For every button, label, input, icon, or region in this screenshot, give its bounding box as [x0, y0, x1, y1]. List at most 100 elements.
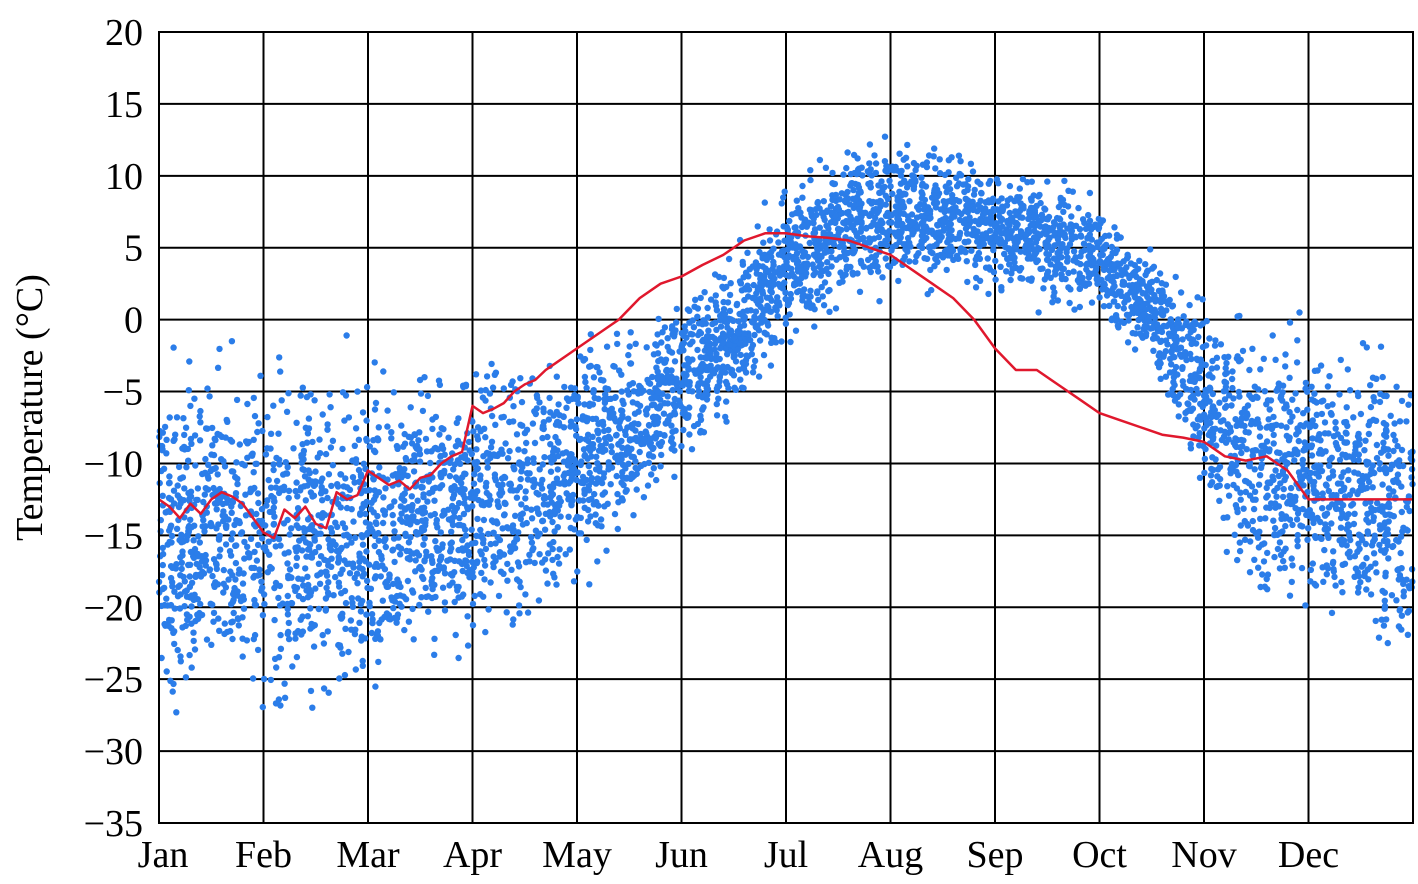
data-point — [228, 438, 236, 445]
data-point — [686, 404, 693, 411]
data-point — [380, 494, 387, 501]
data-point — [490, 518, 497, 526]
data-point — [201, 528, 208, 535]
data-point — [563, 404, 570, 411]
data-point — [1030, 255, 1038, 262]
data-point — [580, 497, 587, 504]
data-point — [1085, 269, 1092, 277]
data-point — [735, 329, 742, 337]
data-point — [505, 525, 512, 532]
data-point — [455, 499, 463, 507]
data-point — [630, 453, 637, 461]
data-point — [1269, 332, 1276, 339]
data-point — [607, 435, 614, 442]
data-point — [1128, 282, 1136, 289]
data-point — [415, 508, 423, 515]
data-point — [166, 473, 173, 480]
data-point — [234, 588, 241, 595]
data-point — [167, 677, 174, 684]
data-point — [770, 258, 777, 266]
data-point — [909, 172, 916, 179]
data-point — [972, 284, 980, 291]
data-point — [538, 485, 546, 492]
data-point — [1336, 391, 1343, 398]
data-point — [254, 541, 262, 549]
data-point — [188, 664, 195, 671]
data-point — [481, 562, 489, 569]
data-point — [221, 463, 229, 470]
data-point — [704, 377, 711, 384]
data-point — [1382, 573, 1389, 580]
data-point — [1370, 416, 1377, 423]
data-point — [202, 485, 209, 492]
data-point — [496, 553, 503, 560]
data-point — [866, 160, 873, 167]
data-point — [876, 298, 883, 305]
data-point — [1249, 395, 1257, 403]
data-point — [1186, 323, 1193, 331]
data-point — [755, 373, 763, 380]
data-point — [431, 635, 438, 642]
data-point — [1092, 268, 1099, 275]
data-point — [1247, 421, 1255, 428]
data-point — [259, 703, 266, 711]
data-point — [1188, 340, 1195, 348]
data-point — [393, 592, 401, 600]
data-point — [317, 490, 325, 497]
data-point — [1170, 374, 1178, 381]
data-point — [270, 494, 277, 502]
data-point — [960, 181, 967, 188]
data-point — [1264, 549, 1271, 557]
data-point — [1376, 460, 1383, 467]
data-point — [1323, 562, 1330, 569]
data-point — [382, 535, 389, 542]
data-point — [506, 447, 513, 455]
data-point — [977, 180, 984, 188]
data-point — [1294, 543, 1301, 550]
data-point — [284, 592, 291, 600]
data-point — [1153, 321, 1161, 328]
data-point — [199, 523, 206, 530]
data-point — [312, 468, 319, 475]
data-point — [1377, 343, 1385, 350]
data-point — [713, 412, 721, 419]
data-point — [1203, 317, 1210, 325]
data-point — [200, 498, 207, 506]
data-point — [492, 421, 499, 428]
data-point — [1279, 382, 1287, 389]
data-point — [568, 502, 575, 509]
data-point — [216, 553, 223, 560]
data-point — [1264, 492, 1271, 499]
data-point — [1237, 522, 1245, 529]
data-point — [695, 380, 702, 387]
data-point — [1270, 431, 1277, 439]
data-point — [481, 576, 488, 583]
data-point — [363, 383, 371, 391]
data-point — [477, 476, 484, 483]
data-point — [187, 402, 194, 410]
data-point — [625, 351, 632, 359]
data-point — [511, 544, 519, 552]
data-point — [289, 663, 296, 670]
data-point — [1033, 213, 1040, 220]
data-point — [610, 362, 617, 370]
data-point — [869, 198, 877, 206]
data-point — [1258, 541, 1266, 548]
data-point — [573, 416, 580, 423]
data-point — [984, 255, 991, 262]
data-point — [732, 386, 740, 393]
data-point — [513, 431, 521, 438]
data-point — [707, 296, 715, 303]
data-point — [1325, 475, 1333, 482]
data-point — [1050, 255, 1058, 262]
data-point — [470, 495, 478, 502]
data-point — [535, 597, 543, 604]
data-point — [239, 653, 246, 660]
data-point — [1295, 437, 1303, 445]
data-point — [281, 680, 288, 687]
data-point — [284, 560, 291, 567]
data-point — [969, 168, 977, 175]
data-point — [504, 455, 512, 462]
data-point — [366, 443, 373, 450]
data-point — [1372, 617, 1379, 625]
